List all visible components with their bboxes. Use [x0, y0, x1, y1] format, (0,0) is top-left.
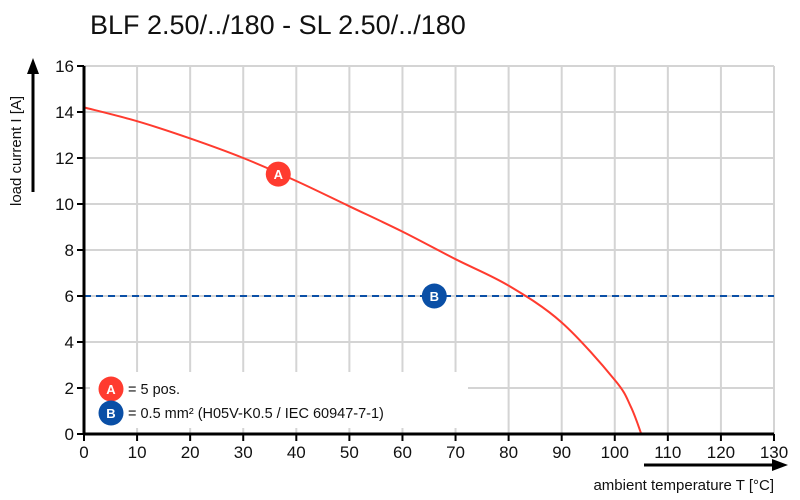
y-tick-label: 4 [65, 333, 74, 352]
x-axis-arrowhead-icon [772, 459, 788, 471]
chart-title: BLF 2.50/../180 - SL 2.50/../180 [90, 10, 466, 40]
y-tick-label: 2 [65, 379, 74, 398]
legend-text-B: = 0.5 mm² (H05V-K0.5 / IEC 60947-7-1) [128, 406, 384, 422]
legend-text-A: = 5 pos. [128, 382, 180, 398]
x-axis-label: ambient temperature T [°C] [593, 477, 774, 494]
y-tick-label: 6 [65, 287, 74, 306]
x-tick-label: 130 [760, 443, 788, 462]
y-tick-label: 16 [55, 57, 74, 76]
x-tick-label: 30 [234, 443, 253, 462]
y-tick-label: 8 [65, 241, 74, 260]
legend-marker-B-letter: B [106, 406, 115, 421]
x-tick-label: 60 [393, 443, 412, 462]
x-tick-label: 50 [340, 443, 359, 462]
y-tick-label: 12 [55, 149, 74, 168]
legend-box [90, 372, 468, 428]
y-tick-label: 10 [55, 195, 74, 214]
y-axis-label: load current I [A] [8, 96, 25, 206]
x-tick-label: 10 [128, 443, 147, 462]
legend-marker-A-icon [98, 376, 124, 402]
x-tick-label: 20 [181, 443, 200, 462]
x-tick-label: 80 [499, 443, 518, 462]
marker-B-letter: B [430, 289, 439, 304]
marker-B-icon [421, 283, 447, 309]
x-tick-label: 70 [446, 443, 465, 462]
marker-A-icon [265, 161, 291, 187]
legend-marker-B-icon [98, 400, 124, 426]
y-tick-label: 0 [65, 425, 74, 444]
x-tick-label: 120 [707, 443, 735, 462]
x-tick-label: 110 [654, 443, 681, 462]
x-tick-label: 100 [601, 443, 629, 462]
marker-A-letter: A [274, 167, 284, 182]
series-line-A [83, 106, 643, 435]
y-tick-label: 14 [55, 103, 74, 122]
x-tick-label: 90 [552, 443, 571, 462]
y-axis-arrowhead-icon [27, 58, 39, 74]
legend-marker-A-letter: A [106, 382, 116, 397]
x-tick-label: 40 [287, 443, 306, 462]
x-tick-label: 0 [79, 443, 88, 462]
